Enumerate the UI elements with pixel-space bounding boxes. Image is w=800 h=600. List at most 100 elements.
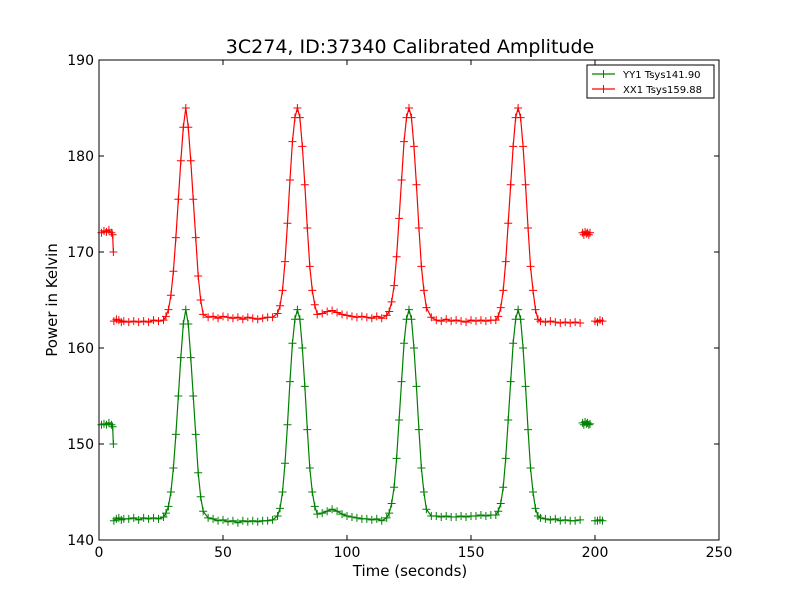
data-point [367, 515, 376, 524]
data-point [186, 353, 195, 362]
data-point [283, 219, 292, 228]
data-point [273, 512, 282, 520]
data-point [328, 306, 337, 315]
legend-label: XX1 Tsys159.88 [623, 85, 702, 96]
data-point [303, 224, 312, 232]
data-point [452, 316, 461, 325]
x-tick-label: 250 [706, 545, 733, 561]
data-point [308, 286, 317, 295]
data-point [377, 314, 386, 323]
data-point [476, 511, 485, 520]
data-point [556, 516, 565, 525]
data-point [400, 137, 409, 146]
data-point [390, 281, 399, 290]
data-point [129, 513, 138, 522]
data-point [419, 488, 428, 496]
x-tick-label: 150 [458, 545, 485, 561]
data-point [176, 156, 185, 165]
data-point [551, 318, 560, 327]
data-point [169, 464, 178, 472]
data-point [584, 420, 593, 429]
data-point [516, 113, 525, 122]
data-point [462, 512, 471, 521]
data-point [189, 392, 198, 400]
data-point [397, 176, 406, 184]
data-point [392, 454, 401, 463]
data-point [447, 317, 456, 326]
data-point [223, 313, 232, 322]
data-point [516, 315, 525, 324]
data-point [278, 286, 287, 295]
data-point [263, 516, 272, 525]
data-point [506, 377, 515, 386]
y-tick-label: 160 [67, 341, 94, 357]
data-point [566, 319, 575, 328]
data-point [457, 317, 466, 326]
data-point [273, 309, 282, 318]
data-point [318, 309, 327, 318]
data-point [499, 286, 508, 295]
data-point [521, 180, 530, 189]
plot-area [97, 104, 607, 527]
data-point [494, 507, 503, 516]
data-point [305, 262, 314, 271]
data-point [414, 425, 423, 434]
data-point [134, 318, 143, 327]
data-point [576, 515, 585, 524]
data-point [362, 514, 371, 523]
data-point [536, 513, 545, 522]
axis-ticks: 0 50 100 150 200 250 140 150 160 170 180 190 [67, 53, 732, 561]
data-point [328, 505, 337, 514]
data-point [288, 137, 297, 146]
data-point [109, 440, 118, 448]
data-point [276, 301, 285, 310]
data-point [462, 318, 471, 327]
x-tick-label: 0 [95, 545, 104, 561]
data-point [598, 317, 607, 326]
data-point [362, 313, 371, 322]
data-point [181, 305, 190, 314]
data-point [422, 303, 431, 312]
data-point [219, 312, 227, 321]
data-point [276, 504, 285, 513]
data-point [390, 483, 399, 492]
data-point [164, 305, 173, 314]
data-point [285, 176, 294, 184]
data-point [541, 318, 550, 327]
data-point [419, 286, 428, 295]
data-point [494, 312, 503, 321]
data-point [504, 416, 513, 424]
data-point [427, 313, 436, 322]
data-point [457, 512, 466, 520]
data-point [253, 517, 262, 526]
data-point [300, 180, 309, 189]
data-point [333, 507, 342, 516]
data-point [313, 310, 322, 319]
data-point [546, 515, 555, 524]
data-point [357, 312, 366, 321]
data-point [471, 512, 480, 520]
data-point [194, 272, 203, 280]
data-point [514, 104, 523, 112]
data-point [347, 512, 356, 521]
data-point [347, 312, 356, 321]
data-point [171, 430, 180, 439]
data-point [129, 317, 138, 326]
data-point [323, 507, 332, 516]
data-point [412, 180, 421, 189]
data-point [501, 454, 510, 463]
data-point [385, 307, 394, 316]
data-point [521, 382, 530, 391]
data-point [318, 509, 327, 518]
data-point [144, 318, 153, 327]
data-point [531, 305, 540, 314]
data-point [519, 142, 528, 151]
y-tick-label: 170 [67, 245, 94, 261]
data-point [586, 419, 595, 428]
data-point [154, 514, 163, 523]
data-point [481, 512, 490, 520]
x-tick-label: 200 [582, 545, 609, 561]
data-point [442, 512, 451, 520]
data-point [531, 504, 540, 513]
